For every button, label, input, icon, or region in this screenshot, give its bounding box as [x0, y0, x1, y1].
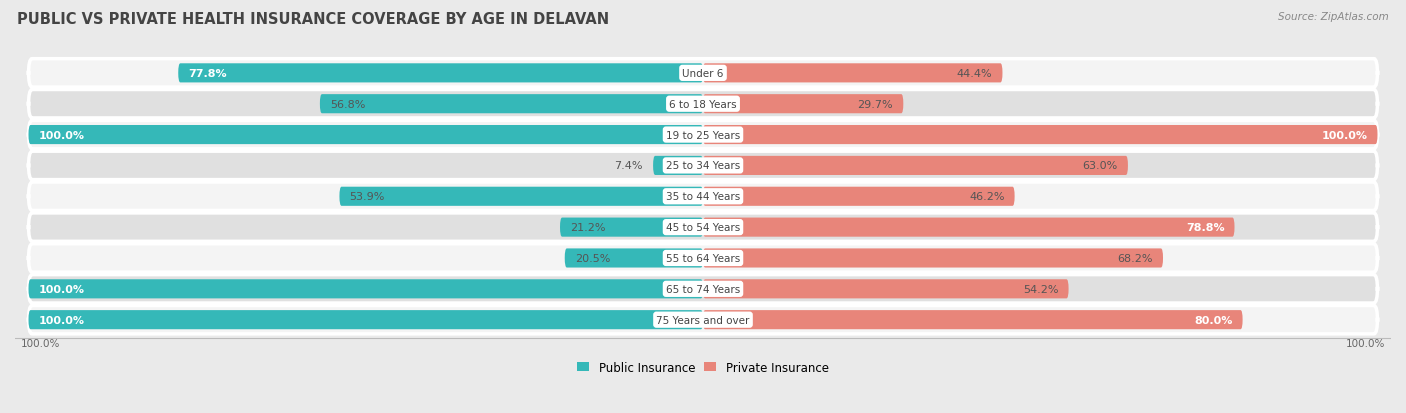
Text: 21.2%: 21.2% [569, 223, 606, 233]
FancyBboxPatch shape [28, 126, 703, 145]
FancyBboxPatch shape [703, 187, 1015, 206]
FancyBboxPatch shape [703, 280, 1069, 299]
Legend: Public Insurance, Private Insurance: Public Insurance, Private Insurance [572, 356, 834, 378]
Text: 77.8%: 77.8% [188, 69, 226, 78]
FancyBboxPatch shape [28, 306, 1378, 334]
Text: 100.0%: 100.0% [38, 130, 84, 140]
Text: 100.0%: 100.0% [1322, 130, 1368, 140]
FancyBboxPatch shape [28, 121, 1378, 150]
FancyBboxPatch shape [703, 64, 1002, 83]
Text: 78.8%: 78.8% [1185, 223, 1225, 233]
FancyBboxPatch shape [28, 90, 1378, 119]
FancyBboxPatch shape [703, 218, 1234, 237]
FancyBboxPatch shape [652, 157, 703, 176]
FancyBboxPatch shape [28, 59, 1378, 88]
FancyBboxPatch shape [703, 95, 903, 114]
Text: 54.2%: 54.2% [1024, 284, 1059, 294]
FancyBboxPatch shape [28, 310, 703, 330]
FancyBboxPatch shape [339, 187, 703, 206]
Text: 6 to 18 Years: 6 to 18 Years [669, 100, 737, 109]
FancyBboxPatch shape [28, 152, 1378, 180]
Text: 100.0%: 100.0% [38, 315, 84, 325]
FancyBboxPatch shape [703, 126, 1378, 145]
Text: 100.0%: 100.0% [1346, 338, 1385, 348]
FancyBboxPatch shape [28, 244, 1378, 273]
FancyBboxPatch shape [28, 214, 1378, 242]
FancyBboxPatch shape [560, 218, 703, 237]
Text: PUBLIC VS PRIVATE HEALTH INSURANCE COVERAGE BY AGE IN DELAVAN: PUBLIC VS PRIVATE HEALTH INSURANCE COVER… [17, 12, 609, 27]
Text: 100.0%: 100.0% [38, 284, 84, 294]
Text: 75 Years and over: 75 Years and over [657, 315, 749, 325]
Text: 35 to 44 Years: 35 to 44 Years [666, 192, 740, 202]
FancyBboxPatch shape [28, 183, 1378, 211]
FancyBboxPatch shape [179, 64, 703, 83]
Text: 68.2%: 68.2% [1118, 253, 1153, 263]
Text: 63.0%: 63.0% [1083, 161, 1118, 171]
FancyBboxPatch shape [28, 280, 703, 299]
Text: 80.0%: 80.0% [1194, 315, 1233, 325]
Text: 53.9%: 53.9% [350, 192, 385, 202]
Text: 56.8%: 56.8% [330, 100, 366, 109]
Text: 44.4%: 44.4% [956, 69, 993, 78]
Text: 7.4%: 7.4% [614, 161, 643, 171]
Text: Source: ZipAtlas.com: Source: ZipAtlas.com [1278, 12, 1389, 22]
Text: 45 to 54 Years: 45 to 54 Years [666, 223, 740, 233]
FancyBboxPatch shape [703, 310, 1243, 330]
Text: 55 to 64 Years: 55 to 64 Years [666, 253, 740, 263]
FancyBboxPatch shape [703, 249, 1163, 268]
Text: 19 to 25 Years: 19 to 25 Years [666, 130, 740, 140]
Text: 46.2%: 46.2% [969, 192, 1004, 202]
Text: 65 to 74 Years: 65 to 74 Years [666, 284, 740, 294]
Text: 100.0%: 100.0% [21, 338, 60, 348]
FancyBboxPatch shape [565, 249, 703, 268]
FancyBboxPatch shape [28, 275, 1378, 303]
FancyBboxPatch shape [703, 157, 1128, 176]
Text: 29.7%: 29.7% [858, 100, 893, 109]
Text: Under 6: Under 6 [682, 69, 724, 78]
FancyBboxPatch shape [321, 95, 703, 114]
Text: 25 to 34 Years: 25 to 34 Years [666, 161, 740, 171]
Text: 20.5%: 20.5% [575, 253, 610, 263]
